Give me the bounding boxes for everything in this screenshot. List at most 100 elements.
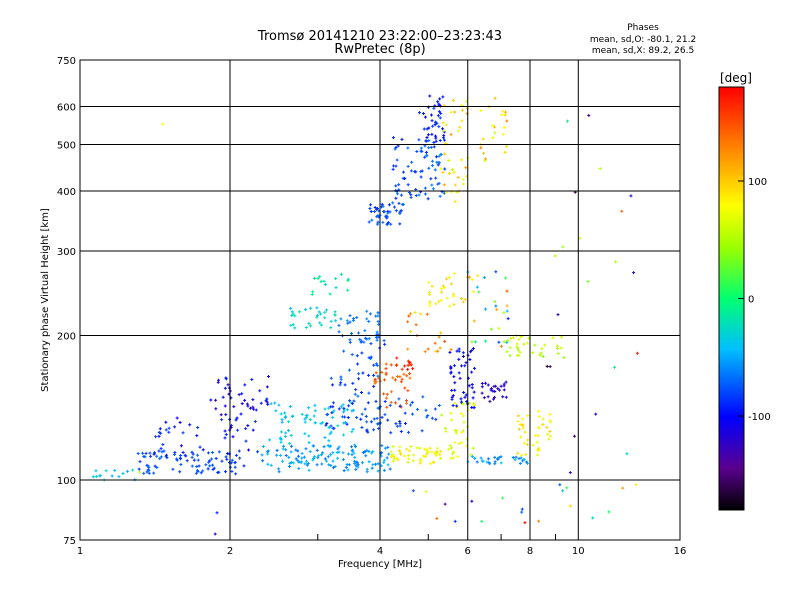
data-point (274, 409, 278, 413)
data-point (565, 486, 569, 490)
data-point (425, 154, 429, 158)
data-point (408, 372, 412, 376)
data-point (337, 445, 341, 449)
data-point (294, 457, 298, 461)
data-point (354, 445, 358, 449)
data-point (501, 395, 505, 399)
data-point (408, 312, 412, 316)
data-point (425, 135, 429, 139)
data-point (325, 459, 328, 463)
data-point (316, 276, 320, 280)
data-point (319, 323, 323, 327)
data-point (167, 430, 171, 434)
data-point (223, 386, 227, 390)
data-point (427, 139, 431, 143)
data-point (327, 463, 331, 467)
data-point (399, 452, 403, 456)
data-point (277, 403, 281, 407)
data-point (481, 459, 485, 463)
stats-o-line: mean, sd,O: -80.1, 21.2 (590, 35, 696, 45)
data-point (289, 450, 293, 454)
data-point (352, 451, 356, 455)
data-point (553, 254, 557, 258)
data-point (457, 357, 461, 361)
data-point (266, 462, 270, 466)
data-point (382, 339, 386, 343)
data-point (409, 444, 413, 448)
data-point (472, 390, 476, 394)
data-point (303, 432, 307, 436)
data-point (303, 462, 307, 466)
data-point (428, 446, 432, 450)
data-point (91, 475, 95, 479)
data-point (536, 434, 540, 438)
data-point (459, 411, 463, 415)
data-point (173, 425, 177, 429)
data-point (516, 346, 520, 350)
data-point (383, 342, 387, 346)
data-point (309, 306, 313, 310)
data-point (486, 395, 490, 399)
data-point (402, 372, 406, 376)
data-point (556, 352, 560, 356)
data-point (472, 406, 476, 410)
data-point (387, 203, 391, 207)
data-point (403, 386, 407, 390)
data-point (468, 357, 472, 361)
data-point (591, 516, 595, 520)
data-point (311, 290, 315, 294)
data-point (374, 399, 378, 403)
data-point (211, 467, 215, 471)
data-point (403, 411, 407, 415)
data-point (406, 146, 410, 150)
data-point (375, 364, 379, 368)
data-point (448, 350, 452, 354)
data-point (412, 453, 416, 457)
data-point (334, 277, 338, 281)
data-point (397, 449, 401, 453)
data-point (279, 440, 283, 444)
data-point (300, 452, 304, 456)
data-point (155, 454, 159, 458)
data-point (247, 448, 251, 452)
data-point (351, 408, 355, 412)
data-point (419, 146, 423, 150)
data-point (291, 323, 295, 327)
data-point (452, 170, 456, 174)
data-point (117, 475, 121, 479)
data-point (206, 467, 210, 471)
data-point (367, 391, 371, 395)
data-point (359, 417, 363, 421)
data-point (471, 290, 475, 294)
data-point (505, 304, 509, 308)
data-point (497, 455, 501, 459)
data-point (319, 453, 323, 457)
data-point (429, 113, 433, 117)
data-point (342, 469, 346, 473)
data-point (372, 373, 376, 377)
data-point (284, 453, 288, 457)
data-point (484, 157, 488, 161)
data-point (389, 390, 393, 394)
data-point (346, 415, 350, 419)
data-point (371, 463, 375, 467)
data-point (393, 378, 397, 382)
data-point (433, 341, 437, 345)
data-point (370, 466, 374, 470)
data-point (425, 127, 429, 131)
data-point (509, 336, 513, 340)
data-point (526, 438, 530, 442)
data-point (348, 340, 352, 344)
data-point (333, 313, 337, 317)
data-point (346, 321, 350, 325)
data-point (348, 320, 352, 324)
data-point (437, 125, 441, 129)
data-point (428, 94, 432, 98)
data-point (353, 392, 357, 396)
data-point (495, 308, 499, 312)
data-point (501, 496, 505, 500)
data-point (394, 164, 398, 168)
data-point (548, 365, 552, 369)
data-point (294, 448, 298, 452)
data-point (457, 349, 461, 353)
